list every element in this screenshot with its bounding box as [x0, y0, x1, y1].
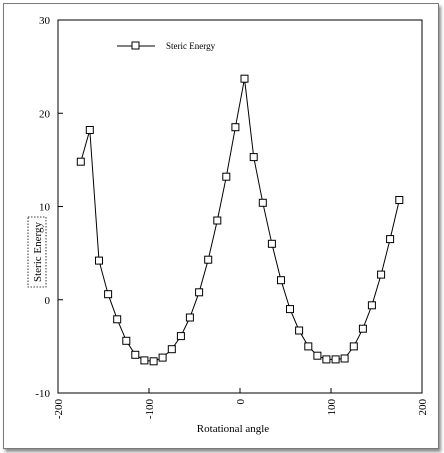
data-point [286, 305, 294, 314]
y-tick-label: -10 [35, 388, 50, 400]
data-point [258, 198, 267, 207]
data-point [240, 74, 249, 83]
data-point [76, 157, 85, 166]
x-tick-label: 200 [417, 399, 429, 416]
data-point [349, 342, 358, 351]
data-point [113, 315, 122, 324]
data-point [213, 216, 222, 225]
y-tick-label: 30 [39, 15, 51, 27]
series-line [80, 78, 400, 362]
data-point [295, 326, 304, 335]
legend: Steric Energy [117, 41, 216, 51]
plot-border [57, 19, 423, 394]
data-point [331, 355, 340, 364]
data-point [222, 172, 231, 181]
data-point [358, 324, 367, 333]
axes [57, 19, 423, 394]
data-point [377, 270, 386, 279]
x-tick-label: 0 [235, 399, 247, 405]
data-point [104, 290, 113, 299]
data-point [122, 336, 131, 345]
data-point [231, 123, 240, 132]
data-point [340, 354, 349, 363]
data-point [131, 350, 140, 359]
data-series [76, 74, 404, 366]
data-point [395, 196, 404, 204]
y-axis-title: Steric Energy [32, 222, 44, 282]
x-tick-label: -200 [53, 399, 65, 420]
y-tick-label: 20 [39, 108, 51, 120]
data-point [158, 353, 167, 362]
data-point [167, 345, 176, 354]
data-point [149, 357, 158, 366]
x-tick-label: -100 [144, 399, 156, 420]
data-point [313, 351, 322, 360]
data-point [304, 342, 313, 351]
data-point [140, 356, 149, 365]
x-axis-title: Rotational angle [197, 423, 270, 435]
data-point [185, 313, 194, 322]
data-point [195, 288, 204, 297]
y-tick-label: 10 [39, 202, 51, 214]
data-point [367, 301, 376, 310]
legend-label: Steric Energy [166, 41, 216, 51]
x-tick-label: 100 [326, 399, 338, 416]
data-point [322, 355, 331, 364]
y-axis-title-box: Steric Energy [27, 216, 47, 288]
data-point [176, 332, 185, 341]
data-point [386, 235, 395, 244]
data-point [277, 276, 285, 285]
data-point [249, 153, 258, 162]
data-point [85, 126, 94, 134]
y-tick-label: 0 [45, 295, 51, 307]
data-point [204, 255, 213, 264]
chart-frame: -10 0 10 20 30 -200 -100 0 100 200 Steric Energy … [3, 3, 439, 449]
y-axis-title-border [27, 216, 47, 288]
data-point [267, 239, 276, 248]
data-point [95, 256, 103, 265]
legend-marker [131, 41, 140, 50]
